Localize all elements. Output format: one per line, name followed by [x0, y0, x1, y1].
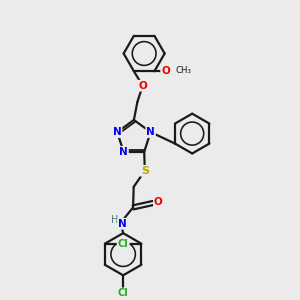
Text: N: N	[113, 127, 122, 137]
Text: N: N	[146, 127, 155, 137]
Text: O: O	[138, 81, 147, 91]
Text: Cl: Cl	[118, 289, 128, 298]
Text: Cl: Cl	[118, 239, 128, 249]
Text: Cl: Cl	[118, 239, 129, 249]
Text: N: N	[118, 219, 127, 229]
Text: H: H	[111, 215, 118, 225]
Text: O: O	[154, 197, 163, 207]
Text: N: N	[119, 147, 128, 157]
Text: CH₃: CH₃	[176, 66, 191, 75]
Text: S: S	[141, 166, 149, 176]
Text: O: O	[161, 66, 170, 76]
